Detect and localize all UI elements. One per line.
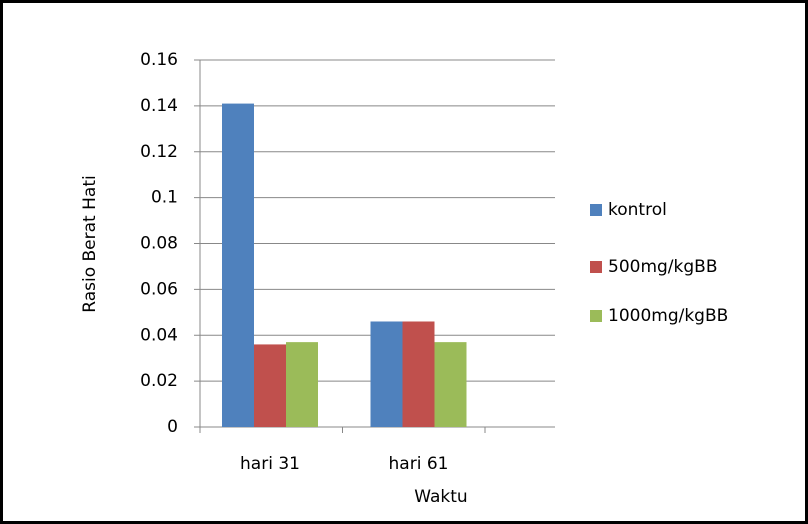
y-tick-label: 0.12	[140, 142, 178, 162]
bar	[402, 321, 435, 427]
y-tick-label: 0.04	[140, 325, 178, 345]
y-tick-label: 0	[167, 417, 178, 437]
legend-label: kontrol	[608, 200, 667, 220]
legend-swatch	[590, 204, 602, 216]
y-axis-label: Rasio Berat Hati	[80, 175, 100, 312]
x-tick-label: hari 61	[389, 454, 449, 474]
x-axis-label: Waktu	[414, 487, 467, 507]
bar	[222, 103, 254, 428]
x-tick-label: hari 31	[240, 454, 300, 474]
y-tick-label: 0.02	[140, 371, 178, 391]
y-tick-label: 0.06	[140, 279, 178, 299]
bar	[434, 342, 467, 427]
legend-label: 1000mg/kgBB	[608, 306, 728, 326]
y-tick-label: 0.14	[140, 96, 178, 116]
bar	[370, 321, 403, 427]
y-tick-label: 0.08	[140, 234, 178, 254]
legend-swatch	[590, 261, 602, 273]
legend-swatch	[590, 310, 602, 322]
legend-label: 500mg/kgBB	[608, 257, 718, 277]
bar	[254, 344, 286, 427]
y-tick-label: 0.16	[140, 50, 178, 70]
y-tick-label: 0.1	[151, 188, 178, 208]
bar	[286, 342, 318, 427]
